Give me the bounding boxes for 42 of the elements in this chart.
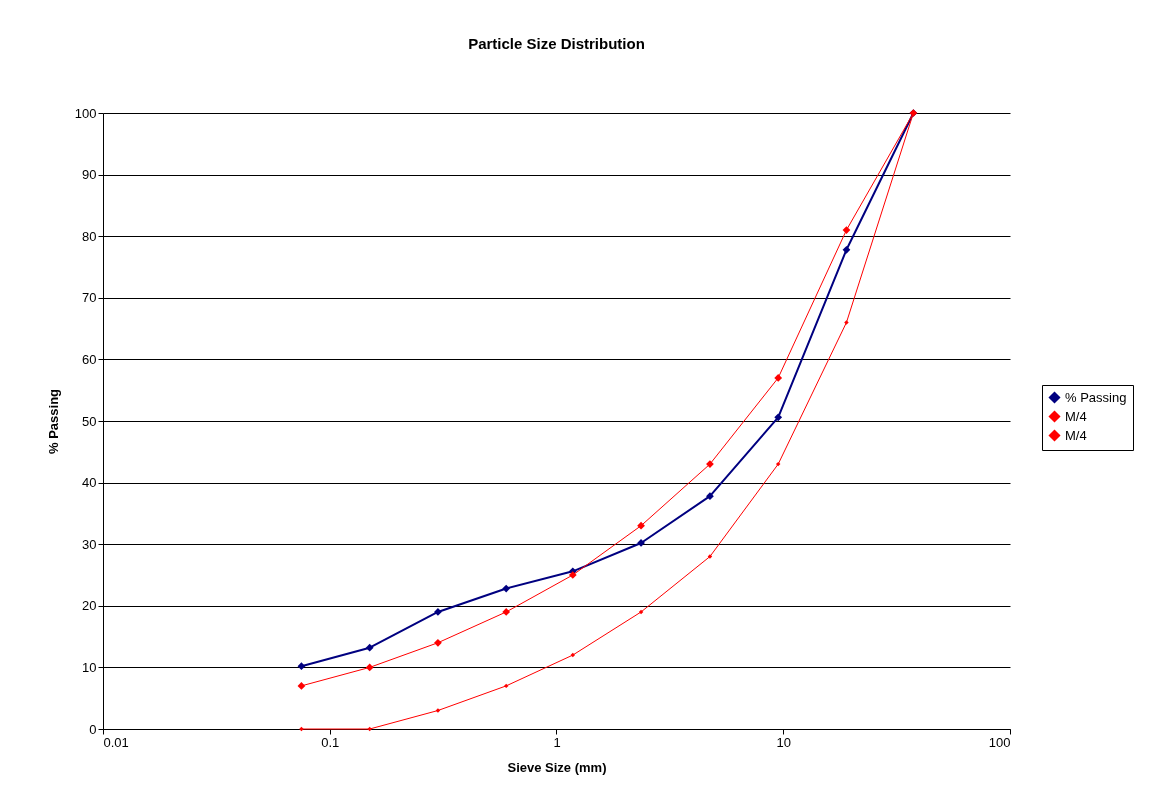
point: [365, 643, 374, 652]
point: [706, 492, 714, 501]
y-tick-label: 80: [82, 228, 97, 244]
point: [570, 652, 576, 658]
x-axis-title: Sieve Size (mm): [507, 759, 607, 775]
point: [774, 413, 783, 422]
legend-label: M/4: [1065, 408, 1087, 424]
x-tick-label: 1: [553, 734, 561, 750]
y-tick-label: 20: [82, 598, 97, 614]
point: [503, 683, 509, 689]
point: [637, 521, 645, 530]
y-tick-label: 50: [82, 413, 97, 429]
y-tick-label: 0: [89, 721, 97, 737]
y-tick-label: 100: [74, 105, 97, 121]
x-tick-label: 10: [776, 734, 791, 750]
x-tick-label: 100: [988, 734, 1011, 750]
x-tick-label: 0.1: [321, 734, 340, 750]
y-tick-label: 30: [82, 536, 97, 552]
point: [297, 682, 306, 690]
point: [502, 584, 511, 593]
point: [774, 374, 783, 382]
point: [638, 609, 644, 615]
point: [568, 571, 577, 579]
y-tick-label: 60: [82, 351, 97, 367]
chart-title: Particle Size Distribution: [468, 35, 645, 52]
y-tick-label: 40: [82, 475, 97, 491]
point: [775, 461, 781, 467]
y-tick-label: 90: [82, 167, 97, 183]
y-tick-label: 10: [82, 659, 97, 675]
point: [365, 663, 374, 672]
point: [297, 662, 306, 671]
point: [842, 226, 851, 234]
point: [502, 608, 511, 616]
point: [434, 638, 442, 647]
x-tick-label: 0.01: [103, 734, 129, 750]
y-axis-title: % Passing: [45, 388, 61, 455]
legend-label: % Passing: [1065, 389, 1127, 405]
point: [842, 245, 851, 254]
point: [706, 460, 714, 468]
legend-label: M/4: [1065, 427, 1087, 443]
y-tick-label: 70: [82, 290, 97, 306]
point: [844, 320, 849, 325]
